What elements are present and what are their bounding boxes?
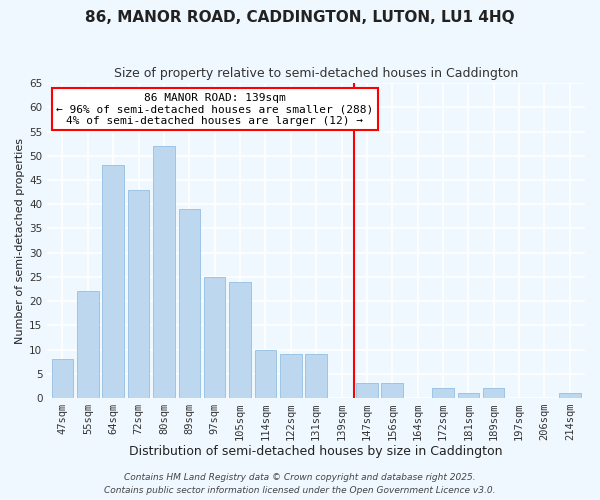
Bar (559, 393, 581, 398)
Title: Size of property relative to semi-detached houses in Caddington: Size of property relative to semi-detach… (114, 68, 518, 80)
Bar (280, 354, 302, 398)
Bar (179, 209, 200, 398)
Bar (77, 292, 98, 398)
Bar (356, 384, 377, 398)
Bar (382, 384, 403, 398)
Text: 86, MANOR ROAD, CADDINGTON, LUTON, LU1 4HQ: 86, MANOR ROAD, CADDINGTON, LUTON, LU1 4… (85, 10, 515, 25)
Bar (432, 388, 454, 398)
Bar (52, 359, 73, 398)
Bar (483, 388, 505, 398)
Bar (229, 282, 251, 398)
Bar (204, 277, 226, 398)
Y-axis label: Number of semi-detached properties: Number of semi-detached properties (15, 138, 25, 344)
Text: Contains HM Land Registry data © Crown copyright and database right 2025.
Contai: Contains HM Land Registry data © Crown c… (104, 474, 496, 495)
Bar (153, 146, 175, 398)
Bar (458, 393, 479, 398)
Bar (254, 350, 276, 398)
X-axis label: Distribution of semi-detached houses by size in Caddington: Distribution of semi-detached houses by … (130, 444, 503, 458)
Bar (103, 166, 124, 398)
Bar (305, 354, 327, 398)
Text: 86 MANOR ROAD: 139sqm
← 96% of semi-detached houses are smaller (288)
4% of semi: 86 MANOR ROAD: 139sqm ← 96% of semi-deta… (56, 92, 373, 126)
Bar (128, 190, 149, 398)
